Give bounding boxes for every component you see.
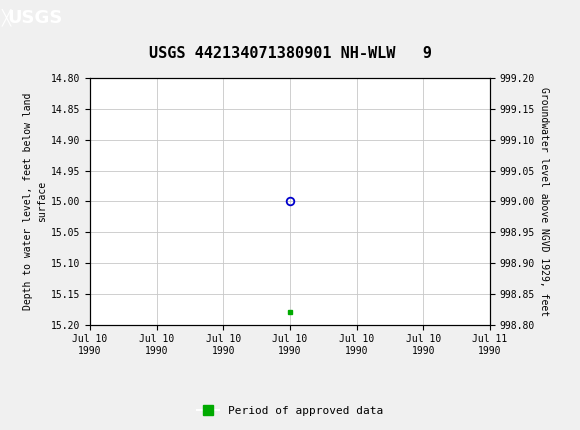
Text: USGS: USGS: [7, 9, 62, 27]
Text: USGS 442134071380901 NH-WLW   9: USGS 442134071380901 NH-WLW 9: [148, 46, 432, 61]
Y-axis label: Depth to water level, feet below land
surface: Depth to water level, feet below land su…: [23, 93, 46, 310]
Text: ╳: ╳: [1, 9, 10, 26]
Y-axis label: Groundwater level above NGVD 1929, feet: Groundwater level above NGVD 1929, feet: [539, 87, 549, 316]
Legend: Period of approved data: Period of approved data: [193, 401, 387, 420]
